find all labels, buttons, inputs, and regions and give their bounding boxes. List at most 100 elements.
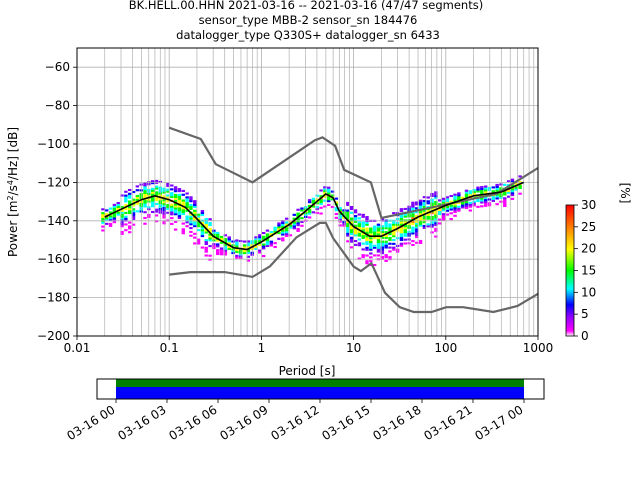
heatmap-cell bbox=[430, 231, 434, 234]
heatmap-cell bbox=[219, 249, 224, 252]
heatmap-cell bbox=[330, 205, 335, 209]
heatmap-cell bbox=[120, 213, 124, 216]
heatmap-cell bbox=[327, 192, 331, 195]
heatmap-cell bbox=[372, 244, 377, 247]
heatmap-cell bbox=[269, 231, 274, 234]
heatmap-cell bbox=[216, 233, 220, 236]
psd-used-bar bbox=[116, 379, 524, 387]
heatmap-cell bbox=[204, 217, 208, 221]
heatmap-cell bbox=[200, 246, 205, 249]
heatmap-cell bbox=[327, 190, 331, 193]
heatmap-cell bbox=[434, 197, 438, 200]
heatmap-cell bbox=[170, 222, 174, 225]
heatmap-cell bbox=[369, 244, 373, 247]
heatmap-cell bbox=[403, 242, 407, 245]
heatmap-cell bbox=[170, 184, 174, 187]
heatmap-cell bbox=[430, 204, 434, 207]
heatmap-cell bbox=[131, 204, 136, 207]
heatmap-cell bbox=[166, 194, 170, 197]
heatmap-cell bbox=[166, 200, 170, 203]
heatmap-cell bbox=[185, 192, 189, 195]
heatmap-cell bbox=[418, 224, 423, 227]
heatmap-cell bbox=[453, 203, 457, 206]
heatmap-cell bbox=[468, 209, 473, 212]
heatmap-cell bbox=[193, 221, 197, 224]
heatmap-cell bbox=[185, 219, 189, 222]
heatmap-cell bbox=[105, 217, 109, 220]
heatmap-cell bbox=[438, 208, 442, 212]
heatmap-cell bbox=[131, 217, 136, 220]
heatmap-cell bbox=[392, 227, 396, 230]
heatmap-cell bbox=[434, 229, 438, 232]
heatmap-cell bbox=[403, 221, 407, 224]
heatmap-cell bbox=[261, 245, 266, 248]
heatmap-cell bbox=[223, 249, 228, 252]
heatmap-cell bbox=[353, 230, 358, 233]
heatmap-cell bbox=[216, 235, 220, 238]
heatmap-cell bbox=[438, 199, 442, 202]
heatmap-cell bbox=[357, 226, 362, 230]
y-tick-label: −60 bbox=[45, 60, 70, 74]
heatmap-cell bbox=[453, 208, 457, 212]
heatmap-cell bbox=[124, 200, 128, 203]
heatmap-cell bbox=[441, 201, 446, 204]
heatmap-cell bbox=[415, 241, 419, 244]
heatmap-cell bbox=[388, 246, 392, 249]
heatmap-cell bbox=[365, 216, 369, 219]
heatmap-cell bbox=[189, 217, 193, 220]
heatmap-cell bbox=[349, 229, 354, 232]
heatmap-cell bbox=[338, 212, 342, 215]
heatmap-cell bbox=[235, 239, 239, 242]
heatmap-cell bbox=[353, 224, 358, 227]
heatmap-cell bbox=[216, 249, 220, 252]
heatmap-cell bbox=[365, 227, 369, 230]
heatmap-cell bbox=[219, 251, 224, 254]
heatmap-cell bbox=[353, 215, 358, 218]
heatmap-cell bbox=[143, 211, 147, 214]
heatmap-cell bbox=[307, 212, 312, 215]
heatmap-cell bbox=[323, 199, 327, 202]
heatmap-cell bbox=[468, 205, 473, 208]
heatmap-cell bbox=[434, 212, 438, 215]
heatmap-cell bbox=[204, 240, 208, 244]
heatmap-cell bbox=[112, 203, 117, 206]
time-tick-label: 03-16 00 bbox=[64, 403, 117, 443]
heatmap-cell bbox=[177, 189, 182, 193]
heatmap-cell bbox=[434, 210, 438, 213]
heatmap-cell bbox=[319, 199, 323, 202]
heatmap-cell bbox=[399, 208, 404, 211]
heatmap-cell bbox=[307, 208, 312, 211]
heatmap-cell bbox=[453, 214, 457, 217]
heatmap-cell bbox=[353, 240, 358, 243]
heatmap-cell bbox=[212, 233, 216, 236]
heatmap-cell bbox=[353, 228, 358, 231]
heatmap-cell bbox=[476, 198, 480, 201]
heatmap-cell bbox=[342, 216, 346, 220]
heatmap-cell bbox=[154, 185, 159, 188]
heatmap-cell bbox=[124, 196, 128, 199]
heatmap-cell bbox=[189, 203, 193, 207]
heatmap-cell bbox=[510, 192, 515, 195]
heatmap-cell bbox=[112, 219, 117, 222]
heatmap-cell bbox=[292, 225, 296, 228]
heatmap-cell bbox=[150, 193, 155, 196]
heatmap-cell bbox=[422, 219, 427, 222]
heatmap-cell bbox=[495, 195, 499, 198]
heatmap-cell bbox=[177, 207, 182, 210]
heatmap-cell bbox=[361, 242, 365, 245]
heatmap-cell bbox=[242, 252, 247, 255]
heatmap-cell bbox=[510, 190, 515, 193]
heatmap-cell bbox=[441, 216, 446, 220]
heatmap-cell bbox=[392, 233, 396, 236]
heatmap-cell bbox=[116, 213, 120, 216]
heatmap-cell bbox=[216, 239, 220, 242]
heatmap-cell bbox=[491, 186, 495, 189]
heatmap-cell bbox=[342, 213, 346, 216]
heatmap-cell bbox=[357, 232, 362, 235]
heatmap-cell bbox=[365, 246, 369, 249]
heatmap-cell bbox=[196, 213, 201, 216]
heatmap-cell bbox=[208, 218, 212, 221]
heatmap-cell bbox=[460, 196, 465, 199]
heatmap-cell bbox=[480, 186, 484, 189]
heatmap-cell bbox=[361, 225, 365, 228]
